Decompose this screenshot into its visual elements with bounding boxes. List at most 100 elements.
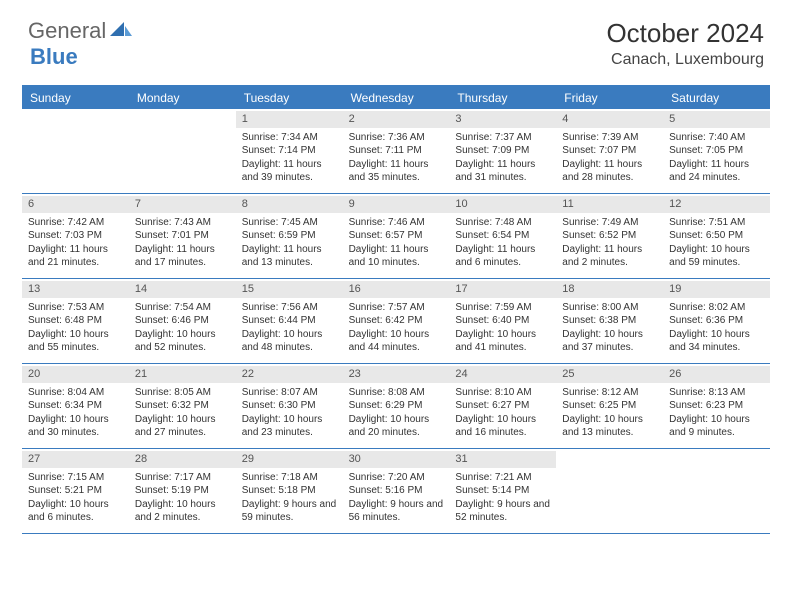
day-number: 11 xyxy=(556,196,663,213)
daylight-text: Daylight: 9 hours and 56 minutes. xyxy=(349,498,444,525)
daylight-text: Daylight: 11 hours and 10 minutes. xyxy=(349,243,444,270)
day-number: 1 xyxy=(236,111,343,128)
daylight-text: Daylight: 10 hours and 37 minutes. xyxy=(562,328,657,355)
day-cell: 30Sunrise: 7:20 AMSunset: 5:16 PMDayligh… xyxy=(343,449,450,533)
sunrise-text: Sunrise: 7:40 AM xyxy=(669,131,764,145)
daylight-text: Daylight: 11 hours and 28 minutes. xyxy=(562,158,657,185)
sunrise-text: Sunrise: 7:39 AM xyxy=(562,131,657,145)
day-cell: 29Sunrise: 7:18 AMSunset: 5:18 PMDayligh… xyxy=(236,449,343,533)
sunset-text: Sunset: 6:44 PM xyxy=(242,314,337,328)
sunrise-text: Sunrise: 7:21 AM xyxy=(455,471,550,485)
day-number: 24 xyxy=(449,366,556,383)
day-cell: 4 Sunrise: 7:39 AMSunset: 7:07 PMDaylight… xyxy=(556,109,663,193)
daylight-text: Daylight: 9 hours and 52 minutes. xyxy=(455,498,550,525)
day-cell: 3Sunrise: 7:37 AMSunset: 7:09 PMDaylight… xyxy=(449,109,556,193)
day-cell: 17Sunrise: 7:59 AMSunset: 6:40 PMDayligh… xyxy=(449,279,556,363)
daylight-text: Daylight: 10 hours and 20 minutes. xyxy=(349,413,444,440)
day-cell: 13Sunrise: 7:53 AMSunset: 6:48 PMDayligh… xyxy=(22,279,129,363)
daylight-text: Daylight: 9 hours and 59 minutes. xyxy=(242,498,337,525)
logo-text-blue: Blue xyxy=(30,44,78,70)
daylight-text: Daylight: 11 hours and 35 minutes. xyxy=(349,158,444,185)
day-cell: 5Sunrise: 7:40 AMSunset: 7:05 PMDaylight… xyxy=(663,109,770,193)
month-title: October 2024 xyxy=(606,18,764,49)
day-number: 2 xyxy=(343,111,450,128)
day-number: 28 xyxy=(129,451,236,468)
day-cell: 15Sunrise: 7:56 AMSunset: 6:44 PMDayligh… xyxy=(236,279,343,363)
daylight-text: Daylight: 10 hours and 52 minutes. xyxy=(135,328,230,355)
day-header: Wednesday xyxy=(343,87,450,109)
day-number: 9 xyxy=(343,196,450,213)
day-cell: 12Sunrise: 7:51 AMSunset: 6:50 PMDayligh… xyxy=(663,194,770,278)
week-row: 1Sunrise: 7:34 AMSunset: 7:14 PMDaylight… xyxy=(22,109,770,194)
day-number: 13 xyxy=(22,281,129,298)
sunset-text: Sunset: 7:05 PM xyxy=(669,144,764,158)
day-cell: 6Sunrise: 7:42 AMSunset: 7:03 PMDaylight… xyxy=(22,194,129,278)
day-cell: 28Sunrise: 7:17 AMSunset: 5:19 PMDayligh… xyxy=(129,449,236,533)
day-number: 3 xyxy=(449,111,556,128)
daylight-text: Daylight: 11 hours and 39 minutes. xyxy=(242,158,337,185)
day-cell: 18Sunrise: 8:00 AMSunset: 6:38 PMDayligh… xyxy=(556,279,663,363)
calendar: Sunday Monday Tuesday Wednesday Thursday… xyxy=(22,85,770,534)
day-cell: 8Sunrise: 7:45 AMSunset: 6:59 PMDaylight… xyxy=(236,194,343,278)
weeks-container: 1Sunrise: 7:34 AMSunset: 7:14 PMDaylight… xyxy=(22,109,770,534)
day-header: Friday xyxy=(556,87,663,109)
sunset-text: Sunset: 6:34 PM xyxy=(28,399,123,413)
daylight-text: Daylight: 11 hours and 2 minutes. xyxy=(562,243,657,270)
logo-blue-row: Blue xyxy=(28,44,78,70)
sunset-text: Sunset: 6:48 PM xyxy=(28,314,123,328)
sunset-text: Sunset: 6:29 PM xyxy=(349,399,444,413)
sunset-text: Sunset: 7:11 PM xyxy=(349,144,444,158)
daylight-text: Daylight: 10 hours and 41 minutes. xyxy=(455,328,550,355)
day-number: 4 xyxy=(556,111,663,128)
day-number: 6 xyxy=(22,196,129,213)
day-cell: 26Sunrise: 8:13 AMSunset: 6:23 PMDayligh… xyxy=(663,364,770,448)
sunrise-text: Sunrise: 8:08 AM xyxy=(349,386,444,400)
logo: General xyxy=(28,18,132,44)
daylight-text: Daylight: 10 hours and 48 minutes. xyxy=(242,328,337,355)
sunset-text: Sunset: 7:01 PM xyxy=(135,229,230,243)
sunrise-text: Sunrise: 7:59 AM xyxy=(455,301,550,315)
day-number: 16 xyxy=(343,281,450,298)
sunrise-text: Sunrise: 7:17 AM xyxy=(135,471,230,485)
sunset-text: Sunset: 7:07 PM xyxy=(562,144,657,158)
week-row: 13Sunrise: 7:53 AMSunset: 6:48 PMDayligh… xyxy=(22,279,770,364)
sunset-text: Sunset: 6:30 PM xyxy=(242,399,337,413)
daylight-text: Daylight: 10 hours and 27 minutes. xyxy=(135,413,230,440)
day-number: 26 xyxy=(663,366,770,383)
day-number: 20 xyxy=(22,366,129,383)
sunrise-text: Sunrise: 7:42 AM xyxy=(28,216,123,230)
sunset-text: Sunset: 6:57 PM xyxy=(349,229,444,243)
daylight-text: Daylight: 11 hours and 24 minutes. xyxy=(669,158,764,185)
daylight-text: Daylight: 11 hours and 6 minutes. xyxy=(455,243,550,270)
sunrise-text: Sunrise: 8:02 AM xyxy=(669,301,764,315)
sunrise-text: Sunrise: 8:00 AM xyxy=(562,301,657,315)
sunset-text: Sunset: 7:09 PM xyxy=(455,144,550,158)
sunrise-text: Sunrise: 7:36 AM xyxy=(349,131,444,145)
day-header: Thursday xyxy=(449,87,556,109)
daylight-text: Daylight: 11 hours and 17 minutes. xyxy=(135,243,230,270)
sunrise-text: Sunrise: 7:20 AM xyxy=(349,471,444,485)
day-number: 27 xyxy=(22,451,129,468)
sail-icon xyxy=(110,18,132,44)
sunset-text: Sunset: 6:50 PM xyxy=(669,229,764,243)
daylight-text: Daylight: 11 hours and 31 minutes. xyxy=(455,158,550,185)
sunset-text: Sunset: 6:42 PM xyxy=(349,314,444,328)
sunset-text: Sunset: 5:18 PM xyxy=(242,484,337,498)
day-number: 23 xyxy=(343,366,450,383)
day-cell: 14Sunrise: 7:54 AMSunset: 6:46 PMDayligh… xyxy=(129,279,236,363)
day-cell: 23 Sunrise: 8:08 AMSunset: 6:29 PMDayligh… xyxy=(343,364,450,448)
day-number: 10 xyxy=(449,196,556,213)
day-cell xyxy=(663,449,770,533)
week-row: 6Sunrise: 7:42 AMSunset: 7:03 PMDaylight… xyxy=(22,194,770,279)
day-number: 18 xyxy=(556,281,663,298)
daylight-text: Daylight: 10 hours and 30 minutes. xyxy=(28,413,123,440)
day-header: Saturday xyxy=(663,87,770,109)
header: General October 2024 Canach, Luxembourg xyxy=(0,0,792,77)
sunset-text: Sunset: 6:36 PM xyxy=(669,314,764,328)
sunrise-text: Sunrise: 8:04 AM xyxy=(28,386,123,400)
sunset-text: Sunset: 6:25 PM xyxy=(562,399,657,413)
sunset-text: Sunset: 5:16 PM xyxy=(349,484,444,498)
daylight-text: Daylight: 10 hours and 16 minutes. xyxy=(455,413,550,440)
day-cell: 25Sunrise: 8:12 AMSunset: 6:25 PMDayligh… xyxy=(556,364,663,448)
day-cell: 24Sunrise: 8:10 AMSunset: 6:27 PMDayligh… xyxy=(449,364,556,448)
